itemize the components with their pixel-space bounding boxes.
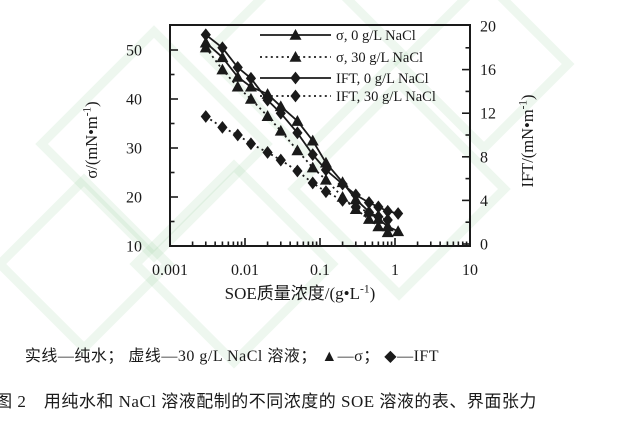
diamond-marker [245, 71, 257, 85]
series-0 [199, 36, 405, 237]
legend-label: IFT, 0 g/L NaCl [336, 71, 429, 87]
triangle-marker [392, 225, 405, 237]
triangle-marker [274, 100, 287, 112]
axis-tick-labels: 10 20 30 40 50 0 4 8 12 16 20 0.001 0.01 0.1 1 10 [126, 19, 496, 280]
legend-label: σ, 0 g/L NaCl [336, 28, 416, 44]
diamond-marker [290, 71, 301, 85]
diamond-marker [217, 41, 228, 55]
diamond-marker [232, 61, 243, 74]
diamond-marker [245, 137, 257, 151]
legend-label: IFT, 30 g/L NaCl [336, 89, 436, 105]
diamond-marker [262, 93, 273, 107]
diamond-marker [200, 110, 211, 123]
y-right-tick-label: 4 [480, 193, 488, 210]
y-right-tick-label: 12 [480, 106, 496, 123]
diamond-marker [292, 126, 303, 140]
legend: σ, 0 g/L NaCl σ, 30 g/L NaCl IFT, 0 g/L Na… [260, 28, 436, 105]
figure-caption: 图 2 用纯水和 NaCl 溶液配制的不同浓度的 SOE 溶液的表、界面张力 [0, 392, 537, 411]
y-left-axis-title: σ/(mN•m-1) [82, 101, 101, 178]
y-left-tick-label: 30 [126, 141, 142, 158]
diamond-marker [290, 89, 301, 103]
triangle-marker [372, 220, 385, 232]
x-tick-label: 0.01 [231, 262, 259, 279]
diamond-marker [382, 213, 393, 227]
triangle-marker [244, 93, 257, 104]
y-left-tick-label: 50 [126, 43, 142, 60]
legend-label: σ, 30 g/L NaCl [336, 50, 423, 66]
y-left-tick-label: 20 [126, 190, 142, 207]
y-left-tick-label: 10 [126, 239, 142, 256]
y-left-tick-label: 40 [126, 92, 142, 109]
diamond-marker [232, 128, 243, 142]
triangle-marker [244, 80, 257, 92]
x-tick-label: 0.001 [152, 262, 188, 279]
y-right-tick-label: 8 [480, 149, 488, 166]
diamond-marker [393, 207, 404, 220]
legend-item-1: σ, 30 g/L NaCl [260, 50, 423, 66]
diamond-marker [307, 148, 318, 162]
triangle-marker [216, 51, 229, 63]
legend-item-3: IFT, 30 g/L NaCl [260, 89, 436, 105]
diamond-marker [373, 210, 384, 224]
triangle-marker [319, 156, 332, 168]
diamond-marker [217, 120, 228, 134]
series-3 [200, 110, 393, 227]
legend-item-0: σ, 0 g/L NaCl [260, 28, 416, 44]
diamond-marker [292, 164, 303, 178]
diamond-marker [275, 153, 286, 167]
diamond-marker [262, 146, 273, 159]
y-right-axis-title: IFT/(mN•m-1) [518, 94, 537, 187]
axis-ticks [170, 46, 470, 246]
diamond-marker [373, 200, 384, 214]
diamond-marker [307, 176, 318, 190]
diamond-marker [275, 106, 286, 120]
triangle-marker [319, 173, 332, 185]
triangle-marker [216, 63, 229, 75]
triangle-marker [291, 115, 304, 126]
x-axis-title: SOE质量浓度/(g•L-1) [225, 283, 376, 303]
diamond-marker [200, 28, 211, 42]
y-right-tick-label: 0 [480, 237, 488, 254]
triangle-marker [289, 29, 302, 40]
diamond-marker [350, 200, 361, 214]
x-tick-label: 10 [462, 262, 478, 279]
series-2 [200, 28, 404, 220]
triangle-marker [381, 226, 394, 238]
x-tick-label: 0.1 [310, 262, 330, 279]
triangle-marker [231, 80, 244, 92]
y-right-tick-label: 20 [480, 19, 496, 36]
diamond-marker [350, 188, 361, 202]
triangle-marker [289, 51, 302, 62]
chart-svg: 10 20 30 40 50 0 4 8 12 16 20 0.001 0.01 0.1 1 10 σ/(mN•… [82, 19, 537, 304]
diamond-marker [337, 177, 348, 191]
diamond-marker [363, 205, 375, 219]
triangle-marker [199, 41, 212, 53]
diamond-marker [320, 185, 332, 199]
triangle-marker [274, 124, 287, 136]
triangle-marker [306, 161, 319, 173]
triangle-marker [306, 134, 319, 146]
y-right-tick-label: 16 [480, 62, 496, 79]
diamond-marker [363, 196, 375, 209]
legend-item-2: IFT, 0 g/L NaCl [260, 71, 429, 87]
legend-note: 实线—纯水； 虚线—30 g/L NaCl 溶液； ▲—σ； ◆—IFT [24, 348, 440, 365]
triangle-marker [261, 110, 274, 121]
diamond-marker [337, 194, 348, 207]
plot-box [169, 24, 471, 247]
x-tick-label: 1 [391, 262, 399, 279]
diamond-marker [320, 163, 332, 177]
triangle-marker [291, 144, 304, 156]
triangle-marker [231, 70, 244, 82]
diamond-marker [382, 204, 393, 218]
